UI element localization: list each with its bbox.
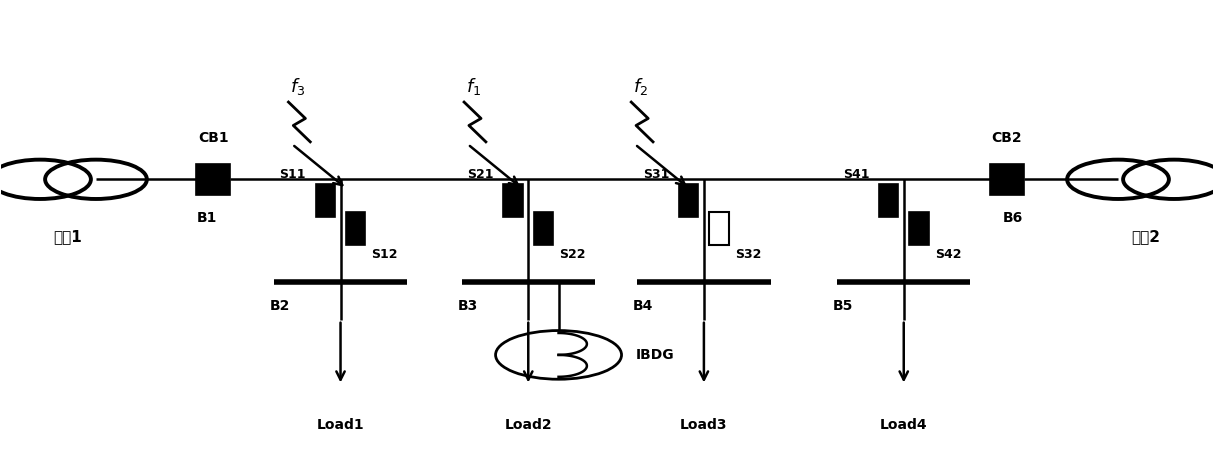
Text: S12: S12 (371, 248, 398, 260)
Bar (909, 211, 929, 245)
Bar (197, 164, 231, 195)
Bar (316, 184, 335, 217)
Text: $f_{1}$: $f_{1}$ (466, 76, 482, 97)
Bar (534, 211, 554, 245)
Text: Load1: Load1 (317, 418, 364, 432)
Bar (346, 211, 365, 245)
Bar (504, 184, 523, 217)
Text: IBDG: IBDG (636, 348, 675, 362)
Text: $f_{3}$: $f_{3}$ (290, 76, 306, 97)
Bar (989, 164, 1023, 195)
Text: 电源2: 电源2 (1131, 229, 1161, 244)
Text: S41: S41 (843, 168, 869, 181)
Text: Load4: Load4 (880, 418, 927, 432)
Bar (709, 211, 728, 245)
Text: CB1: CB1 (198, 131, 228, 146)
Text: $f_{2}$: $f_{2}$ (634, 76, 648, 97)
Text: S31: S31 (643, 168, 669, 181)
Text: B5: B5 (833, 299, 853, 313)
Text: S42: S42 (935, 248, 961, 260)
Text: S11: S11 (279, 168, 306, 181)
Text: S32: S32 (734, 248, 761, 260)
Text: Load3: Load3 (680, 418, 727, 432)
Text: 电源1: 电源1 (53, 229, 83, 244)
Text: B4: B4 (634, 299, 653, 313)
Text: Load2: Load2 (505, 418, 552, 432)
Bar (679, 184, 698, 217)
Text: B1: B1 (197, 211, 217, 225)
Text: S21: S21 (467, 168, 494, 181)
Text: S22: S22 (560, 248, 585, 260)
Text: CB2: CB2 (992, 131, 1022, 146)
Text: B3: B3 (458, 299, 478, 313)
Text: B6: B6 (1003, 211, 1023, 225)
Text: B2: B2 (270, 299, 290, 313)
Bar (879, 184, 898, 217)
